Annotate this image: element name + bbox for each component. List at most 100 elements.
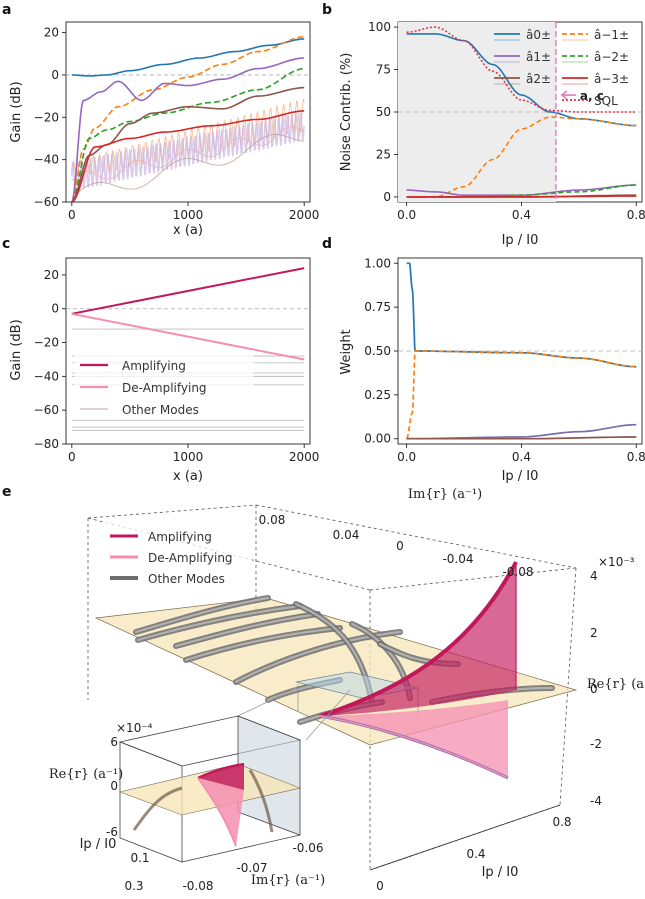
panel-letter-b: b — [322, 2, 332, 18]
box-edge — [369, 567, 577, 591]
im-tick-label: -0.08 — [502, 565, 533, 579]
legend-label: â−2± — [594, 50, 629, 64]
legend-background — [74, 350, 254, 418]
x-tick-label: 0.8 — [627, 450, 645, 464]
inset-amplifying-curve — [197, 762, 245, 780]
panel-b: b 0.0 0.4 0.8 100 75 50 25 0 a, c Ip / I0 Noise… — [322, 2, 645, 248]
marker-arrow — [560, 90, 576, 100]
y-tick-label: 0 — [51, 302, 59, 316]
panel-c-xlabel: x (a) — [173, 469, 203, 484]
panel-d-ylabel: Weight — [339, 329, 354, 374]
deamplifying-curve-highlight — [319, 715, 509, 779]
panel-letter-a: a — [2, 2, 11, 18]
y-tick-label: 0.25 — [364, 388, 391, 402]
panel-letter-e: e — [2, 484, 12, 500]
ip-tick-label: 0 — [376, 879, 384, 893]
panel-e-surfaces — [319, 561, 518, 780]
panel-a-ylabel: Gain (dB) — [9, 81, 24, 142]
panel-b-xlabel: Ip / I0 — [502, 233, 539, 248]
inset-im-tick-label: -0.07 — [236, 861, 267, 875]
legend-label: Amplifying — [148, 530, 212, 544]
inset-im-label: Im{r} (a⁻¹) — [251, 873, 325, 888]
x-tick-label: 0.8 — [627, 208, 645, 222]
y-tick-label: −80 — [34, 437, 59, 451]
panel-b-series — [398, 26, 642, 198]
y-tick-label: −40 — [34, 153, 59, 167]
other-mode-tube-highlight — [136, 604, 302, 642]
other-mode-tube-highlight — [134, 596, 270, 634]
y-tick-label: 0.75 — [364, 300, 391, 314]
y-tick-label: −60 — [34, 195, 59, 209]
ip-tick-label: 0.8 — [552, 815, 571, 829]
panel-e-legend: Amplifying De-Amplifying Other Modes — [102, 522, 252, 592]
legend-label: â−3± — [594, 72, 629, 86]
panel-d-series — [398, 262, 642, 440]
oscillation-trace — [71, 112, 305, 191]
inset-re-scale: ×10⁻⁴ — [116, 721, 153, 735]
x-tick-label: 2000 — [289, 208, 320, 222]
panel-b-shaded-region — [398, 22, 556, 202]
panel-a-series — [66, 36, 310, 202]
inset-re-tick-label: -6 — [106, 825, 118, 839]
y-tick-label: 0.50 — [364, 344, 391, 358]
legend-label: â1± — [526, 50, 551, 64]
x-tick-label: 0.0 — [397, 450, 416, 464]
panel-e-other-modes — [133, 595, 555, 725]
inset-other-mode — [132, 786, 183, 831]
x-tick-label: 2000 — [289, 450, 320, 464]
inset-ip-tick-label: 0.3 — [124, 879, 143, 893]
box-edge — [255, 504, 577, 569]
panel-e-re-scale: ×10⁻³ — [598, 555, 635, 569]
other-mode-tube-highlight — [174, 612, 320, 648]
inset-ip-tick-label: 0.1 — [130, 851, 149, 865]
re-tick-label: 2 — [590, 626, 598, 640]
y-tick-label: 1.00 — [364, 256, 391, 270]
shaded-region — [398, 22, 556, 202]
marker-label: a, c — [580, 89, 604, 103]
y-tick-label: −20 — [34, 336, 59, 350]
re-tick-label: 0 — [590, 682, 598, 696]
panel-b-ticks: 0.0 0.4 0.8 100 75 50 25 0 — [368, 20, 645, 222]
legend-label: â−1± — [594, 28, 629, 42]
panel-a-ticks: 0 1000 2000 20 0 −20 −40 −60 — [34, 26, 320, 222]
panel-d-xlabel: Ip / I0 — [502, 469, 539, 484]
panel-a-xlabel: x (a) — [173, 223, 203, 238]
oscillation-trace — [71, 126, 305, 182]
amplifying-surface — [320, 562, 516, 716]
ip-tick-label: 0.4 — [466, 847, 485, 861]
x-tick-label: 0 — [68, 450, 76, 464]
inset-re-tick-label: 6 — [110, 735, 118, 749]
panel-e-inset: 6 0 -6 0.1 0.3 -0.08 -0.07 -0.06 Re{r} (a⁻¹) Ip… — [49, 715, 325, 893]
inset-im-tick-label: -0.08 — [182, 879, 213, 893]
inset-ticks: 6 0 -6 0.1 0.3 -0.08 -0.07 -0.06 — [106, 735, 324, 893]
series-line — [406, 436, 637, 440]
panel-c-ticks: 0 1000 2000 20 0 −20 −40 −60 −80 — [34, 268, 320, 464]
series-line — [406, 33, 637, 127]
amplifying-curve — [319, 561, 518, 718]
panel-d: d 0.0 0.4 0.81.000.750.500.250.00 Ip / I0 … — [322, 236, 645, 484]
legend-label: De-Amplifying — [122, 381, 207, 395]
panel-b-marker: a, c — [555, 22, 604, 202]
re-tick-label: 4 — [590, 569, 598, 583]
y-tick-label: 25 — [376, 147, 391, 161]
re-tick-label: -2 — [590, 737, 602, 751]
y-tick-label: 0 — [383, 190, 391, 204]
panel-c: c 0 1000 2000 20 0 −20 −40 −60 −80 Amplifying De-… — [2, 236, 319, 484]
panel-b-ylabel: Noise Contrib. (%) — [339, 53, 354, 172]
panel-e-ticks: 0.08 0.04 0 -0.04 -0.08 4 2 0 -2 -4 0 0.4 0.8 — [259, 513, 602, 893]
y-tick-label: 0 — [51, 68, 59, 82]
inset-connector — [305, 689, 351, 741]
inset-re-label: Re{r} (a⁻¹) — [49, 767, 123, 782]
series-line — [71, 312, 305, 361]
legend-label: Other Modes — [148, 572, 225, 586]
x-tick-label: 0.4 — [512, 450, 531, 464]
x-tick-label: 0.0 — [397, 208, 416, 222]
series-line — [406, 184, 637, 198]
y-tick-label: 100 — [368, 20, 391, 34]
panel-c-ylabel: Gain (dB) — [9, 319, 24, 380]
im-tick-label: 0.04 — [333, 528, 360, 542]
series-line — [71, 110, 305, 202]
other-mode-tube-highlight — [184, 626, 342, 662]
legend-label: Amplifying — [122, 359, 186, 373]
